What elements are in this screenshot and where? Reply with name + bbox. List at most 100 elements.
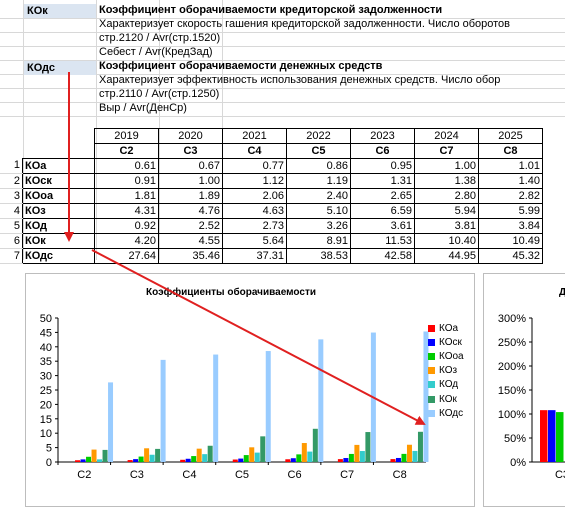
bar[interactable] bbox=[155, 448, 161, 462]
bar[interactable] bbox=[127, 460, 133, 462]
value-cell[interactable]: 0.67 bbox=[158, 158, 223, 174]
bar[interactable] bbox=[108, 382, 114, 462]
row-name[interactable]: КОа bbox=[22, 158, 95, 174]
value-cell[interactable]: 10.40 bbox=[414, 233, 479, 249]
legend-item[interactable]: КОз bbox=[428, 364, 464, 378]
row-name[interactable]: КОд bbox=[22, 218, 95, 234]
value-cell[interactable]: 44.95 bbox=[414, 248, 479, 264]
bar[interactable] bbox=[406, 444, 412, 462]
kok-formula2-cell[interactable]: Себест / Avr(КредЗад) bbox=[99, 46, 213, 58]
bar[interactable] bbox=[365, 432, 371, 462]
value-cell[interactable]: 1.40 bbox=[478, 173, 543, 189]
value-cell[interactable]: 2.40 bbox=[286, 188, 351, 204]
column-header[interactable]: C6 bbox=[350, 143, 415, 159]
value-cell[interactable]: 4.63 bbox=[222, 203, 287, 219]
legend-item[interactable]: КОк bbox=[428, 392, 464, 406]
value-cell[interactable]: 42.58 bbox=[350, 248, 415, 264]
value-cell[interactable]: 11.53 bbox=[350, 233, 415, 249]
value-cell[interactable]: 0.92 bbox=[94, 218, 159, 234]
bar[interactable] bbox=[337, 459, 343, 462]
year-header[interactable]: 2023 bbox=[350, 128, 415, 144]
kods-desc-cell[interactable]: Характеризует эффективность использовани… bbox=[99, 74, 501, 86]
bar[interactable] bbox=[285, 459, 291, 462]
bar[interactable] bbox=[348, 453, 354, 462]
value-cell[interactable]: 2.80 bbox=[414, 188, 479, 204]
kods-code-cell[interactable]: КОдс bbox=[24, 61, 96, 75]
value-cell[interactable]: 3.84 bbox=[478, 218, 543, 234]
value-cell[interactable]: 2.82 bbox=[478, 188, 543, 204]
value-cell[interactable]: 3.61 bbox=[350, 218, 415, 234]
value-cell[interactable]: 2.65 bbox=[350, 188, 415, 204]
value-cell[interactable]: 2.06 bbox=[222, 188, 287, 204]
bar[interactable] bbox=[265, 351, 271, 462]
value-cell[interactable]: 0.95 bbox=[350, 158, 415, 174]
bar[interactable] bbox=[213, 354, 219, 462]
bar[interactable] bbox=[318, 339, 324, 462]
kok-code-cell[interactable]: КОк bbox=[24, 4, 96, 18]
value-cell[interactable]: 5.10 bbox=[286, 203, 351, 219]
bar[interactable] bbox=[80, 459, 86, 462]
row-name[interactable]: КОоа bbox=[22, 188, 95, 204]
bar[interactable] bbox=[370, 332, 376, 462]
value-cell[interactable]: 6.59 bbox=[350, 203, 415, 219]
year-header[interactable]: 2024 bbox=[414, 128, 479, 144]
column-header[interactable]: C2 bbox=[94, 143, 159, 159]
column-header[interactable]: C5 bbox=[286, 143, 351, 159]
bar[interactable] bbox=[395, 457, 401, 462]
column-header[interactable]: C8 bbox=[478, 143, 543, 159]
year-header[interactable]: 2025 bbox=[478, 128, 543, 144]
kok-desc-cell[interactable]: Характеризует скорость гашения кредиторс… bbox=[99, 18, 511, 30]
value-cell[interactable]: 1.38 bbox=[414, 173, 479, 189]
value-cell[interactable]: 4.55 bbox=[158, 233, 223, 249]
value-cell[interactable]: 3.26 bbox=[286, 218, 351, 234]
legend-item[interactable]: КОд bbox=[428, 378, 464, 392]
chart-coefficients[interactable]: Коэффициенты оборачиваемости 0 5 10 15 20 25 3… bbox=[25, 273, 475, 507]
bar[interactable] bbox=[390, 459, 396, 462]
value-cell[interactable]: 38.53 bbox=[286, 248, 351, 264]
bar[interactable] bbox=[133, 459, 139, 462]
bar[interactable] bbox=[196, 448, 202, 462]
year-header[interactable]: 2019 bbox=[94, 128, 159, 144]
bar[interactable] bbox=[238, 458, 244, 462]
year-header[interactable]: 2021 bbox=[222, 128, 287, 144]
bar[interactable] bbox=[232, 459, 238, 462]
value-cell[interactable]: 4.76 bbox=[158, 203, 223, 219]
legend-item[interactable]: КОск bbox=[428, 335, 464, 349]
value-cell[interactable]: 5.94 bbox=[414, 203, 479, 219]
year-header[interactable]: 2020 bbox=[158, 128, 223, 144]
value-cell[interactable]: 1.00 bbox=[414, 158, 479, 174]
bar[interactable] bbox=[191, 456, 197, 462]
bar[interactable] bbox=[97, 459, 103, 462]
bar[interactable] bbox=[102, 449, 108, 462]
legend-item[interactable]: КОоа bbox=[428, 349, 464, 363]
kods-title-cell[interactable]: Коэффициент оборачиваемости денежных сре… bbox=[99, 60, 383, 72]
bar[interactable] bbox=[354, 444, 360, 462]
bar[interactable] bbox=[254, 452, 260, 462]
value-cell[interactable]: 10.49 bbox=[478, 233, 543, 249]
column-header[interactable]: C3 bbox=[158, 143, 223, 159]
value-cell[interactable]: 1.19 bbox=[286, 173, 351, 189]
value-cell[interactable]: 4.20 bbox=[94, 233, 159, 249]
bar[interactable] bbox=[556, 412, 564, 462]
kok-formula-cell[interactable]: стр.2120 / Avr(стр.1520) bbox=[99, 32, 221, 44]
value-cell[interactable]: 3.81 bbox=[414, 218, 479, 234]
value-cell[interactable]: 1.00 bbox=[158, 173, 223, 189]
bar[interactable] bbox=[249, 447, 255, 462]
value-cell[interactable]: 27.64 bbox=[94, 248, 159, 264]
kods-formula-cell[interactable]: стр.2110 / Avr(стр.1250) bbox=[99, 88, 220, 100]
value-cell[interactable]: 1.81 bbox=[94, 188, 159, 204]
value-cell[interactable]: 5.64 bbox=[222, 233, 287, 249]
bar[interactable] bbox=[423, 331, 429, 462]
column-header[interactable]: C4 bbox=[222, 143, 287, 159]
value-cell[interactable]: 1.01 bbox=[478, 158, 543, 174]
bar[interactable] bbox=[301, 443, 307, 462]
value-cell[interactable]: 4.31 bbox=[94, 203, 159, 219]
bar[interactable] bbox=[207, 445, 213, 462]
bar[interactable] bbox=[144, 448, 150, 462]
bar[interactable] bbox=[260, 436, 266, 462]
bar[interactable] bbox=[312, 428, 318, 462]
row-name[interactable]: КОск bbox=[22, 173, 95, 189]
bar[interactable] bbox=[86, 456, 92, 462]
bar[interactable] bbox=[185, 458, 191, 462]
kods-formula2-cell[interactable]: Выр / Avr(ДенСр) bbox=[99, 102, 187, 114]
